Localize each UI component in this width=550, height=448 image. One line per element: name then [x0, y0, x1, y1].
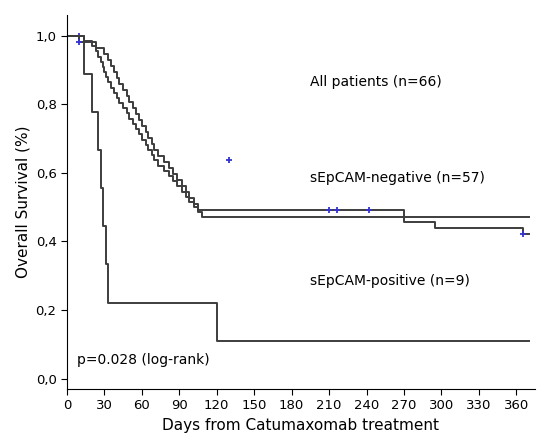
- Text: All patients (n=66): All patients (n=66): [310, 75, 442, 89]
- Text: sEpCAM-positive (n=9): sEpCAM-positive (n=9): [310, 274, 470, 288]
- Y-axis label: Overall Survival (%): Overall Survival (%): [15, 126, 30, 278]
- X-axis label: Days from Catumaxomab treatment: Days from Catumaxomab treatment: [162, 418, 439, 433]
- Text: sEpCAM-negative (n=57): sEpCAM-negative (n=57): [310, 171, 485, 185]
- Text: p=0.028 (log-rank): p=0.028 (log-rank): [77, 353, 210, 367]
